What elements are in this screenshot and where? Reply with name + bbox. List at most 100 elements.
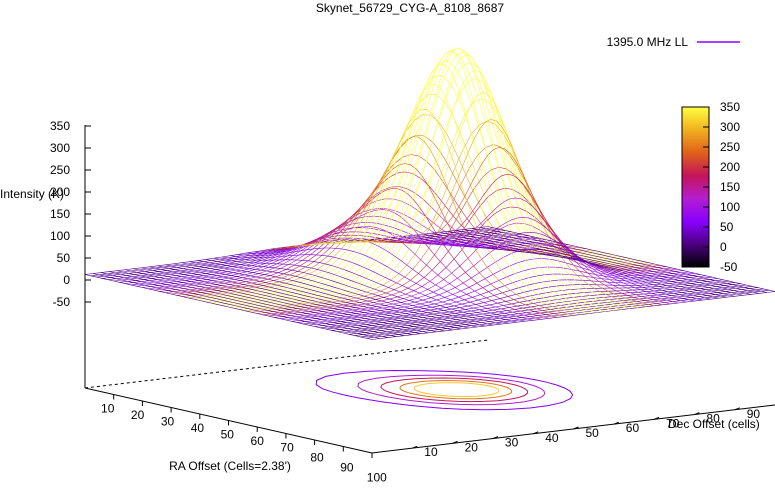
legend-label: 1395.0 MHz LL [607, 35, 689, 49]
y-tick-label: 50 [586, 426, 600, 440]
mesh-line [84, 274, 373, 340]
mesh-line [318, 50, 606, 312]
legend: 1395.0 MHz LL [607, 35, 740, 49]
mesh-line [371, 291, 775, 340]
mesh-line [213, 257, 502, 325]
contour-line [357, 374, 546, 406]
mesh-line [245, 120, 649, 312]
axes: 10 20 30 40 50 60 70 80 90 100 10 20 30 40 50 60 70 80 90 1… [50, 119, 775, 485]
y-tick [734, 407, 740, 411]
mesh-line [487, 226, 775, 292]
x-tick-label: 20 [131, 408, 145, 422]
mesh-line [199, 75, 603, 301]
z-tick-label: 0 [63, 273, 70, 287]
mesh-line [173, 263, 461, 330]
back-floor-line [84, 339, 489, 389]
y-tick [694, 412, 700, 416]
mesh-line [262, 187, 666, 316]
colorbar-tick-label: 350 [720, 100, 740, 114]
y-tick [653, 416, 660, 420]
mesh-line [310, 63, 598, 313]
x-tick-label: 40 [191, 421, 205, 435]
mesh-line [230, 254, 518, 323]
mesh-line [447, 231, 735, 297]
z-tick-label: 200 [50, 185, 70, 199]
colorbar-tick-label: 100 [720, 200, 740, 214]
mesh-line [182, 134, 586, 297]
x-tick-label: 80 [310, 451, 324, 465]
mesh-line [141, 267, 429, 334]
mesh-line [479, 227, 767, 293]
x-tick-label: 70 [280, 441, 294, 455]
y-tick-label: 40 [545, 431, 559, 445]
x-axis-label: RA Offset (Cells=2.38') [169, 459, 291, 473]
y-tick-label: 90 [747, 407, 761, 421]
mesh-line [407, 235, 695, 302]
mesh-line [101, 272, 389, 338]
mesh-line [455, 230, 743, 296]
mesh-line [165, 264, 453, 331]
y-tick-label: 60 [626, 421, 640, 435]
x-tick-label: 10 [101, 402, 115, 416]
z-axis-label: Intensity (K) [0, 187, 64, 201]
colorbar-tick-label: 250 [720, 140, 740, 154]
y-tick-label: 20 [465, 440, 479, 454]
mesh-line [93, 273, 381, 339]
z-tick-label: 100 [50, 229, 70, 243]
y-tick [412, 445, 418, 449]
mesh-line [358, 118, 647, 307]
mesh-line [270, 188, 558, 318]
mesh-line [133, 268, 421, 334]
colorbar-tick-label: 0 [720, 240, 727, 254]
chart-title: Skynet_56729_CYG-A_8108_8687 [316, 1, 504, 15]
colorbar-tick-label: 300 [720, 120, 740, 134]
y-tick-label: 10 [424, 445, 438, 459]
mesh-line [439, 231, 727, 298]
mesh-line [367, 147, 655, 307]
colorbar-ticks: 350 300 250 200 150 100 50 0 -50 [703, 100, 740, 274]
z-tick-label: 250 [50, 163, 70, 177]
mesh-line [194, 93, 598, 300]
contour-line [399, 379, 513, 400]
y-tick-label: 70 [666, 416, 680, 430]
y-tick [492, 436, 499, 440]
y-tick [533, 431, 539, 435]
mesh-line [125, 269, 413, 335]
x-tick-label: 100 [367, 471, 387, 484]
x-tick-label: 30 [161, 415, 175, 429]
mesh-line [326, 47, 614, 311]
x-tick-label: 60 [251, 434, 265, 448]
contour-layer [315, 369, 574, 411]
mesh-line [294, 108, 582, 315]
colorbar-tick-label: 200 [720, 160, 740, 174]
mesh-line [463, 229, 751, 295]
z-tick-label: 300 [50, 141, 70, 155]
z-tick-label: -50 [53, 295, 71, 309]
y-tick-label: 30 [505, 436, 519, 450]
colorbar-tick-label: 50 [720, 220, 734, 234]
y-tick [613, 421, 619, 425]
mesh-line [149, 266, 437, 333]
mesh-line [399, 231, 687, 303]
mesh-line [350, 92, 639, 308]
colorbar: 350 300 250 200 150 100 50 0 -50 [681, 100, 740, 274]
colorbar-tick-label: -50 [720, 260, 738, 274]
mesh-line [117, 270, 405, 336]
mesh-line [302, 83, 590, 314]
z-tick-label: 150 [50, 207, 70, 221]
mesh-line [181, 262, 469, 329]
mesh-line [189, 261, 477, 328]
y-axis-label: Dec Offset (cells) [668, 417, 760, 431]
surface-mesh [84, 47, 775, 340]
mesh-line [109, 271, 397, 337]
x-tick-label: 50 [221, 428, 235, 442]
mesh-line [415, 234, 703, 301]
contour-line [315, 369, 574, 411]
mesh-line [391, 216, 679, 304]
mesh-line [221, 256, 510, 324]
y-tick-label: 80 [706, 412, 720, 426]
z-tick-label: 350 [50, 119, 70, 133]
mesh-line [334, 54, 622, 310]
